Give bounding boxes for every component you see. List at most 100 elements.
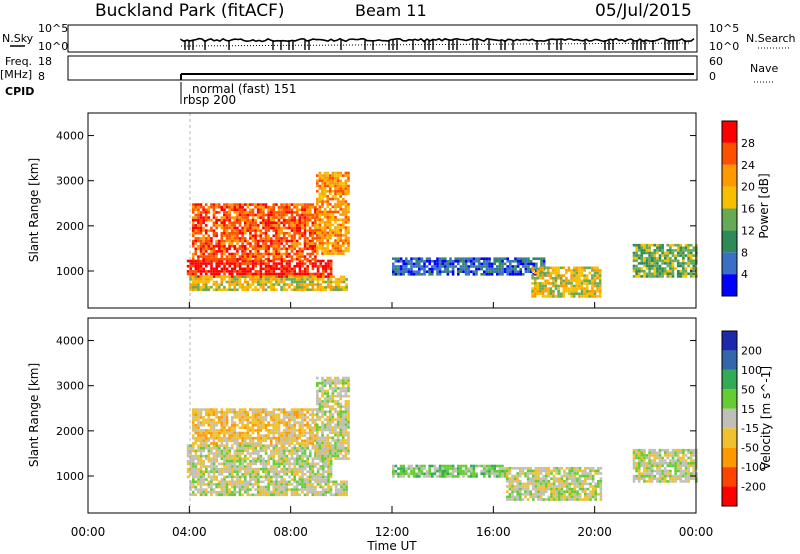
heatmap-cell bbox=[323, 436, 327, 440]
heatmap-cell bbox=[496, 472, 499, 476]
heatmap-cell bbox=[296, 272, 299, 276]
heatmap-cell bbox=[308, 429, 312, 432]
heatmap-cell bbox=[241, 244, 244, 248]
heatmap-cell bbox=[251, 278, 255, 281]
heatmap-cell bbox=[399, 273, 403, 276]
heatmap-cell bbox=[262, 211, 265, 214]
heatmap-cell bbox=[314, 478, 317, 481]
heatmap-cell bbox=[215, 272, 218, 276]
heatmap-cell bbox=[246, 434, 250, 437]
heatmap-cell bbox=[238, 444, 242, 447]
heatmap-cell bbox=[298, 413, 302, 417]
heatmap-cell bbox=[344, 413, 348, 416]
heatmap-cell bbox=[635, 269, 638, 273]
heatmap-cell bbox=[293, 423, 296, 427]
heatmap-cell bbox=[537, 472, 540, 475]
heatmap-cell bbox=[285, 221, 289, 225]
heatmap-cell bbox=[199, 203, 203, 206]
heatmap-cell bbox=[326, 241, 329, 245]
heatmap-cell bbox=[334, 400, 337, 403]
heatmap-cell bbox=[578, 269, 581, 272]
heatmap-cell bbox=[331, 210, 335, 214]
heatmap-cell bbox=[251, 452, 255, 455]
heatmap-cell bbox=[326, 410, 329, 414]
heatmap-cell bbox=[298, 224, 302, 227]
heatmap-cell bbox=[536, 269, 540, 272]
heatmap-cell bbox=[220, 488, 224, 491]
heatmap-cell bbox=[197, 226, 200, 230]
heatmap-cell bbox=[285, 205, 289, 209]
heatmap-cell bbox=[251, 418, 255, 422]
heatmap-cell bbox=[267, 270, 270, 273]
heatmap-cell bbox=[233, 457, 237, 460]
heatmap-cell bbox=[334, 444, 337, 447]
heatmap-cell bbox=[321, 228, 324, 232]
heatmap-cell bbox=[275, 250, 278, 253]
heatmap-cell bbox=[475, 475, 478, 478]
heatmap-cell bbox=[329, 493, 333, 497]
heatmap-cell bbox=[296, 470, 299, 473]
heatmap-cell bbox=[552, 269, 555, 272]
heatmap-cell bbox=[246, 226, 250, 230]
heatmap-cell bbox=[472, 475, 476, 478]
heatmap-cell bbox=[485, 270, 489, 273]
heatmap-cell bbox=[225, 247, 229, 251]
heatmap-cell bbox=[661, 246, 664, 250]
heatmap-cell bbox=[311, 439, 315, 443]
heatmap-cell bbox=[441, 265, 444, 268]
heatmap-cell bbox=[241, 465, 244, 468]
heatmap-cell bbox=[509, 267, 512, 271]
heatmap-cell bbox=[342, 433, 345, 437]
heatmap-cell bbox=[257, 454, 260, 458]
heatmap-cell bbox=[228, 475, 231, 479]
heatmap-cell bbox=[336, 236, 340, 240]
heatmap-cell bbox=[277, 452, 281, 455]
heatmap-cell bbox=[249, 242, 252, 245]
heatmap-cell bbox=[344, 184, 348, 188]
heatmap-cell bbox=[254, 239, 257, 243]
heatmap-cell bbox=[570, 289, 573, 293]
heatmap-cell bbox=[682, 272, 685, 276]
heatmap-cell bbox=[493, 260, 496, 263]
heatmap-cell bbox=[288, 226, 291, 230]
heatmap-cell bbox=[585, 276, 589, 280]
heatmap-cell bbox=[246, 447, 250, 450]
heatmap-cell bbox=[436, 267, 439, 271]
heatmap-cell bbox=[344, 215, 348, 219]
heatmap-cell bbox=[339, 381, 342, 385]
heatmap-cell bbox=[415, 270, 418, 273]
heatmap-cell bbox=[199, 278, 203, 281]
heatmap-cell bbox=[656, 275, 659, 278]
heatmap-cell bbox=[402, 475, 405, 478]
heatmap-cell bbox=[243, 218, 247, 222]
heatmap-cell bbox=[493, 475, 496, 478]
heatmap-cell bbox=[217, 205, 221, 209]
heatmap-cell bbox=[656, 267, 659, 270]
heatmap-cell bbox=[204, 431, 208, 435]
heatmap-cell bbox=[295, 288, 299, 292]
heatmap-cell bbox=[298, 234, 302, 238]
heatmap-cell bbox=[267, 280, 270, 284]
heatmap-cell bbox=[524, 495, 527, 499]
heatmap-cell bbox=[197, 444, 200, 447]
heatmap-cell bbox=[228, 460, 231, 463]
heatmap-cell bbox=[316, 381, 319, 385]
heatmap-cell bbox=[244, 454, 247, 458]
heatmap-cell bbox=[212, 283, 216, 286]
heatmap-cell bbox=[321, 202, 324, 206]
heatmap-cell bbox=[236, 410, 239, 414]
heatmap-cell bbox=[441, 475, 444, 478]
heatmap-cell bbox=[191, 229, 195, 232]
heatmap-cell bbox=[324, 444, 328, 447]
heatmap-cell bbox=[249, 429, 252, 432]
heatmap-cell bbox=[189, 473, 192, 476]
heatmap-cell bbox=[280, 431, 283, 435]
heatmap-cell bbox=[283, 462, 286, 466]
heatmap-cell bbox=[316, 433, 319, 437]
heatmap-cell bbox=[293, 410, 296, 414]
heatmap-cell bbox=[303, 272, 307, 276]
heatmap-cell bbox=[342, 249, 345, 253]
heatmap-cell bbox=[223, 231, 226, 235]
heatmap-cell bbox=[533, 289, 537, 293]
heatmap-cell bbox=[329, 231, 332, 235]
